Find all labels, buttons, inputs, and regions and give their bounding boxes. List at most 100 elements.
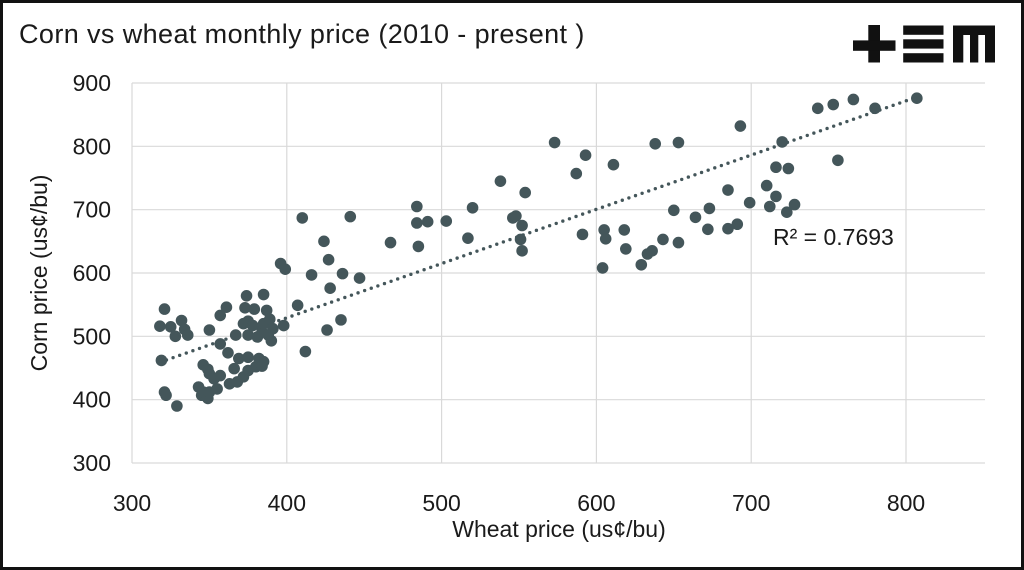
data-point [607, 158, 620, 171]
data-point [770, 161, 782, 174]
data-point [299, 345, 312, 358]
trendline [158, 95, 917, 364]
data-point [576, 228, 589, 241]
data-point [353, 272, 366, 284]
data-point [233, 352, 245, 365]
data-point [257, 355, 270, 368]
data-point [702, 223, 714, 236]
y-tick-label: 800 [73, 133, 111, 159]
data-point [911, 92, 923, 104]
y-tick-label: 300 [73, 450, 111, 476]
data-point [548, 136, 561, 149]
data-point [657, 233, 669, 246]
data-point [788, 198, 801, 211]
data-point [743, 196, 756, 209]
data-point [248, 303, 261, 315]
data-point [324, 282, 336, 295]
data-point [770, 190, 782, 203]
data-point [832, 154, 844, 167]
data-point [579, 149, 592, 161]
y-tick-label: 400 [73, 387, 111, 413]
data-point [462, 232, 474, 244]
data-point [635, 258, 648, 271]
data-point [598, 224, 610, 236]
data-point [277, 319, 290, 332]
data-point [763, 200, 776, 213]
data-point [689, 211, 702, 224]
data-point [466, 201, 479, 214]
x-tick-label: 300 [113, 490, 151, 516]
data-point [267, 322, 279, 335]
data-point [228, 362, 240, 375]
data-point [618, 224, 631, 236]
data-point [411, 200, 423, 213]
data-point [668, 204, 680, 217]
x-tick-label: 600 [577, 490, 615, 516]
data-point [731, 218, 744, 231]
y-axis-title: Corn price (us¢/bu) [26, 175, 52, 372]
data-point [703, 202, 716, 215]
data-point [220, 301, 233, 314]
data-point [229, 329, 242, 341]
data-point [384, 236, 397, 249]
data-point [246, 319, 259, 332]
data-point [760, 179, 773, 192]
r-squared-annotation: R² = 0.7693 [773, 224, 894, 250]
data-point [155, 354, 168, 367]
data-point [291, 299, 304, 312]
data-point [620, 243, 632, 255]
data-point [260, 304, 273, 317]
data-point [596, 262, 609, 274]
data-point [516, 245, 528, 257]
data-point [239, 302, 251, 314]
data-point [649, 138, 662, 150]
data-point [214, 338, 227, 350]
tem-logo [853, 25, 995, 63]
chart-title: Corn vs wheat monthly price (2010 - pres… [19, 19, 585, 49]
data-point [412, 240, 425, 253]
x-tick-labels: 300 400 500 600 700 800 [113, 490, 925, 516]
logo-plus-icon [853, 25, 896, 63]
logo-bars-icon [903, 25, 944, 63]
data-point [175, 314, 188, 327]
data-point [510, 210, 522, 222]
data-point [869, 102, 881, 115]
data-point [734, 120, 747, 132]
x-tick-label: 500 [422, 490, 460, 516]
x-tick-label: 400 [268, 490, 306, 516]
data-point [672, 136, 685, 149]
data-point [242, 329, 254, 341]
data-point [322, 253, 335, 266]
x-axis-title: Wheat price (us¢/bu) [452, 516, 665, 542]
data-point [782, 162, 795, 175]
data-point [494, 175, 507, 187]
y-tick-label: 900 [73, 70, 111, 96]
data-point [181, 329, 194, 341]
data-point [164, 321, 177, 333]
data-point [171, 400, 183, 412]
data-point [321, 324, 333, 336]
data-point [672, 236, 685, 249]
data-point [154, 320, 166, 333]
data-point [421, 215, 434, 228]
data-point [514, 233, 527, 246]
x-tick-label: 800 [887, 490, 925, 516]
data-point [519, 186, 531, 199]
data-point [214, 369, 227, 382]
data-point [318, 235, 330, 248]
data-point [646, 245, 658, 257]
y-tick-label: 600 [73, 260, 111, 286]
data-point [570, 167, 583, 180]
data-point [240, 290, 253, 302]
scatter-chart: 300 400 500 600 700 800 300 400 500 600 700 800 900 W… [26, 70, 985, 542]
data-point [440, 215, 453, 227]
data-point [722, 184, 734, 196]
data-point [265, 334, 278, 347]
logo-m-icon [953, 25, 995, 63]
data-point [599, 233, 612, 245]
data-points [154, 92, 923, 412]
data-point [263, 313, 276, 326]
data-point [305, 269, 318, 281]
y-tick-label: 500 [73, 323, 111, 349]
